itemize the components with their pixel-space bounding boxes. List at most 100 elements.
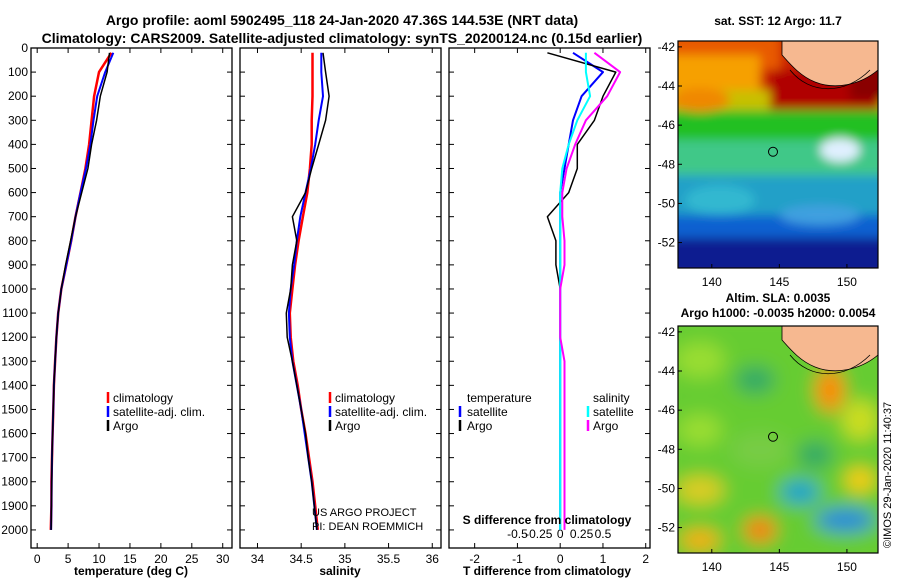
legend-label: Argo: [593, 419, 619, 433]
s-difference-xlabel: S difference from climatology: [463, 513, 632, 527]
depth-tick-label: 1600: [1, 427, 28, 441]
sla-map-frame: [677, 325, 879, 554]
x-tick-label: 2: [642, 552, 649, 566]
x-tick-label: -2: [469, 552, 480, 566]
sst-map-frame: [677, 40, 879, 269]
temperature-series: [49, 52, 115, 530]
map-x-tick-label: 145: [769, 275, 789, 289]
legend-label: Argo: [113, 419, 139, 433]
legend-label: satellite-adj. clim.: [113, 405, 205, 419]
map-y-tick-label: -52: [658, 521, 676, 535]
depth-tick-label: 100: [8, 65, 28, 79]
temperature-xlabel: temperature (deg C): [74, 564, 188, 578]
s-difference-tick-label: 0.25: [570, 527, 594, 541]
depth-tick-label: 700: [8, 210, 28, 224]
series-line-salinity-argo: [559, 52, 622, 530]
series-line-climatology: [288, 52, 320, 531]
map-y-tick-label: -52: [658, 236, 676, 250]
legend-heading-temperature: temperature: [467, 391, 532, 405]
x-tick-label: 34: [251, 552, 265, 566]
s-difference-tick-label: -0.5: [507, 527, 528, 541]
depth-tick-label: 1100: [2, 306, 28, 320]
sla-profile-location-marker: [768, 431, 778, 442]
t-difference-xlabel: T difference from climatology: [463, 564, 631, 578]
s-difference-tick-label: 0: [557, 527, 564, 541]
x-tick-label: -1: [512, 552, 523, 566]
series-line-satellite-adj-clim-: [287, 52, 324, 531]
temperature-panel-frame: [30, 47, 233, 549]
x-tick-label: 25: [185, 552, 199, 566]
legend-label: satellite-adj. clim.: [335, 405, 427, 419]
difference-axes: -2 -1 0 1 2 -0.5-0.25 0 0.25 0.5: [469, 48, 649, 566]
depth-tick-label: 1000: [1, 282, 28, 296]
map-x-tick-label: 150: [837, 560, 857, 574]
depth-tick-label: 200: [8, 89, 28, 103]
s-difference-tick-label: 0.5: [595, 527, 612, 541]
series-line-argo: [285, 52, 330, 530]
map-y-tick-label: -42: [658, 40, 676, 54]
salinity-legend: climatology satellite-adj. clim. Argo: [328, 391, 427, 433]
title-line1: Argo profile: aoml 5902495_118 24-Jan-20…: [106, 12, 578, 28]
project-annotation: US ARGO PROJECT: [312, 507, 417, 519]
sla-map-axes: 140 145 150 -42 -44 -46 -48 -50 -52: [658, 325, 858, 574]
map-y-tick-label: -42: [658, 325, 676, 339]
depth-tick-label: 1400: [1, 378, 28, 392]
sla-map-image: [678, 326, 878, 553]
x-tick-label: 35: [338, 552, 352, 566]
map-x-tick-label: 140: [702, 275, 722, 289]
depth-tick-label: 1500: [1, 402, 28, 416]
map-y-tick-label: -50: [658, 196, 676, 210]
x-tick-label: 15: [123, 552, 137, 566]
salinity-panel-frame: [239, 47, 442, 549]
depth-tick-label: 1800: [1, 475, 28, 489]
depth-tick-label: 0: [21, 41, 28, 55]
depth-tick-label: 900: [8, 258, 28, 272]
salinity-axis: 34 34.5 35 35.5 36: [251, 48, 439, 566]
x-tick-label: 20: [154, 552, 168, 566]
depth-axis: 0 100 200 300 400 500 600 700 800 900 1000 1100 1200…: [1, 41, 650, 537]
depth-tick-label: 300: [8, 113, 28, 127]
sst-map-axes: 140 145 150 -42 -44 -46 -48 -50 -52: [658, 40, 858, 289]
map-x-tick-label: 150: [837, 275, 857, 289]
x-tick-label: 0: [557, 552, 564, 566]
sla-map-title: Altim. SLA: 0.0035: [726, 291, 831, 305]
depth-tick-label: 1200: [1, 330, 28, 344]
sst-map-title: sat. SST: 12 Argo: 11.7: [714, 14, 842, 28]
sla-map-subtitle: Argo h1000: -0.0035 h2000: 0.0054: [681, 306, 876, 320]
temperature-axis: 0 5 10 15 20 25 30: [34, 48, 230, 566]
map-y-tick-label: -44: [658, 79, 676, 93]
map-y-tick-label: -48: [658, 442, 676, 456]
sst-map-image: [678, 41, 878, 268]
legend-label: satellite: [467, 405, 508, 419]
pi-annotation: PI: DEAN ROEMMICH: [312, 521, 423, 533]
depth-tick-label: 400: [8, 137, 28, 151]
depth-tick-label: 1900: [1, 499, 28, 513]
x-tick-label: 1: [600, 552, 607, 566]
x-tick-label: 36: [426, 552, 440, 566]
s-difference-tick-label: -0.25: [525, 527, 553, 541]
depth-tick-label: 2000: [1, 523, 28, 537]
depth-tick-label: 800: [8, 234, 28, 248]
legend-label: satellite: [593, 405, 634, 419]
series-line-temperature-argo: [546, 52, 617, 530]
difference-series: [546, 51, 622, 530]
map-x-tick-label: 145: [769, 560, 789, 574]
x-tick-label: 10: [92, 552, 106, 566]
map-y-tick-label: -46: [658, 403, 676, 417]
series-line-temperature-satellite: [559, 51, 604, 530]
series-line-argo: [50, 52, 111, 530]
map-y-tick-label: -50: [658, 481, 676, 495]
depth-tick-label: 1300: [1, 354, 28, 368]
salinity-xlabel: salinity: [319, 564, 361, 578]
depth-tick-label: 500: [8, 161, 28, 175]
map-x-tick-label: 140: [702, 560, 722, 574]
legend-heading-salinity: salinity: [593, 391, 630, 405]
legend-label: climatology: [335, 391, 395, 405]
salinity-series: [285, 52, 330, 531]
x-tick-label: 35.5: [377, 552, 401, 566]
x-tick-label: 0: [34, 552, 41, 566]
legend-label: climatology: [113, 391, 173, 405]
legend-label: Argo: [467, 419, 493, 433]
depth-tick-label: 1700: [1, 451, 28, 465]
